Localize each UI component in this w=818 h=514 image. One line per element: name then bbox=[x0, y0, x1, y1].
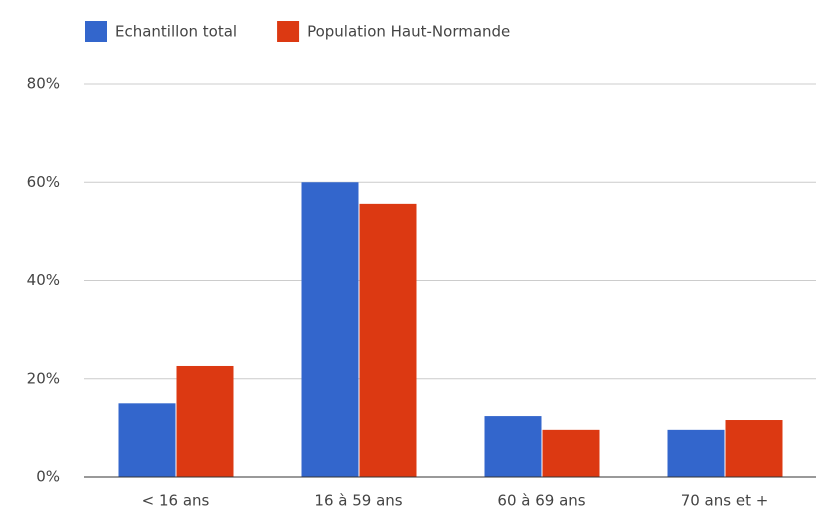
bar bbox=[176, 365, 234, 477]
y-tick-label: 20% bbox=[27, 369, 60, 387]
bar bbox=[359, 203, 417, 478]
bar bbox=[118, 403, 176, 477]
legend-swatch bbox=[277, 21, 300, 42]
x-tick-label: < 16 ans bbox=[142, 492, 210, 510]
bar bbox=[725, 420, 783, 477]
y-tick-label: 40% bbox=[27, 271, 60, 289]
bar bbox=[542, 429, 600, 477]
legend-label: Echantillon total bbox=[115, 23, 237, 41]
x-tick-label: 70 ans et + bbox=[681, 492, 769, 510]
x-tick-label: 16 à 59 ans bbox=[314, 492, 402, 510]
legend-swatch bbox=[85, 21, 107, 42]
bar bbox=[301, 182, 359, 477]
legend-label: Population Haut-Normande bbox=[307, 23, 510, 41]
y-tick-label: 60% bbox=[27, 173, 60, 191]
bar bbox=[484, 416, 542, 477]
bar bbox=[667, 429, 725, 477]
x-tick-label: 60 à 69 ans bbox=[497, 492, 585, 510]
y-tick-label: 0% bbox=[36, 468, 60, 486]
y-tick-label: 80% bbox=[27, 75, 60, 93]
